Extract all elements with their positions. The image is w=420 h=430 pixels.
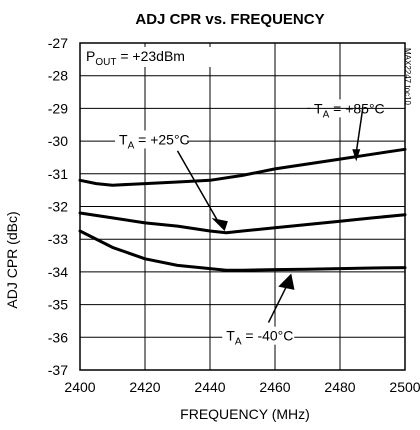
y-tick-label: -29: [48, 100, 68, 116]
arrow-25: [176, 150, 221, 225]
series-label-40: TA = -40°C: [226, 328, 293, 348]
x-tick-label: 2400: [64, 379, 95, 395]
series-line: [78, 229, 407, 272]
y-tick-label: -30: [48, 133, 68, 149]
y-tick-label: -33: [48, 231, 68, 247]
plot-frame: [79, 42, 406, 371]
y-tick-label: -28: [48, 68, 68, 84]
y-axis-label: ADJ CPR (dBc): [4, 211, 20, 308]
chart-id-label: MAX2247 toc10: [403, 48, 412, 105]
arrowhead-25: [211, 217, 228, 232]
arrow-85: [355, 108, 364, 153]
y-tick-label: -32: [48, 199, 68, 215]
y-tick-label: -37: [48, 362, 68, 378]
x-tick-label: 2480: [324, 379, 355, 395]
series-lines: [78, 147, 407, 272]
y-tick-label: -35: [48, 297, 68, 313]
y-tick-label: -27: [48, 35, 68, 51]
x-tick-label: 2460: [259, 379, 290, 395]
series-label-25: TA = +25°C: [119, 131, 190, 151]
grid: [79, 42, 406, 371]
arrowhead-40: [278, 273, 295, 290]
x-tick-label: 2440: [194, 379, 225, 395]
arrowhead-85: [352, 149, 361, 162]
x-axis-label: FREQUENCY (MHz): [180, 406, 310, 422]
y-tick-label: -31: [48, 166, 68, 182]
chart-title: ADJ CPR vs. FREQUENCY: [135, 11, 324, 28]
arrow-40: [267, 283, 289, 323]
series-label-bg: [115, 130, 187, 149]
x-tick-label: 2500: [389, 379, 420, 395]
series-line: [78, 147, 407, 187]
condition-label: POUT = +23dBm: [86, 48, 185, 68]
y-tick-label: -36: [48, 329, 68, 345]
condition-label-bg: [84, 47, 214, 67]
x-tick-label: 2420: [129, 379, 160, 395]
series-label-bg: [222, 326, 295, 345]
series-line: [78, 211, 407, 235]
y-tick-label: -34: [48, 264, 68, 280]
